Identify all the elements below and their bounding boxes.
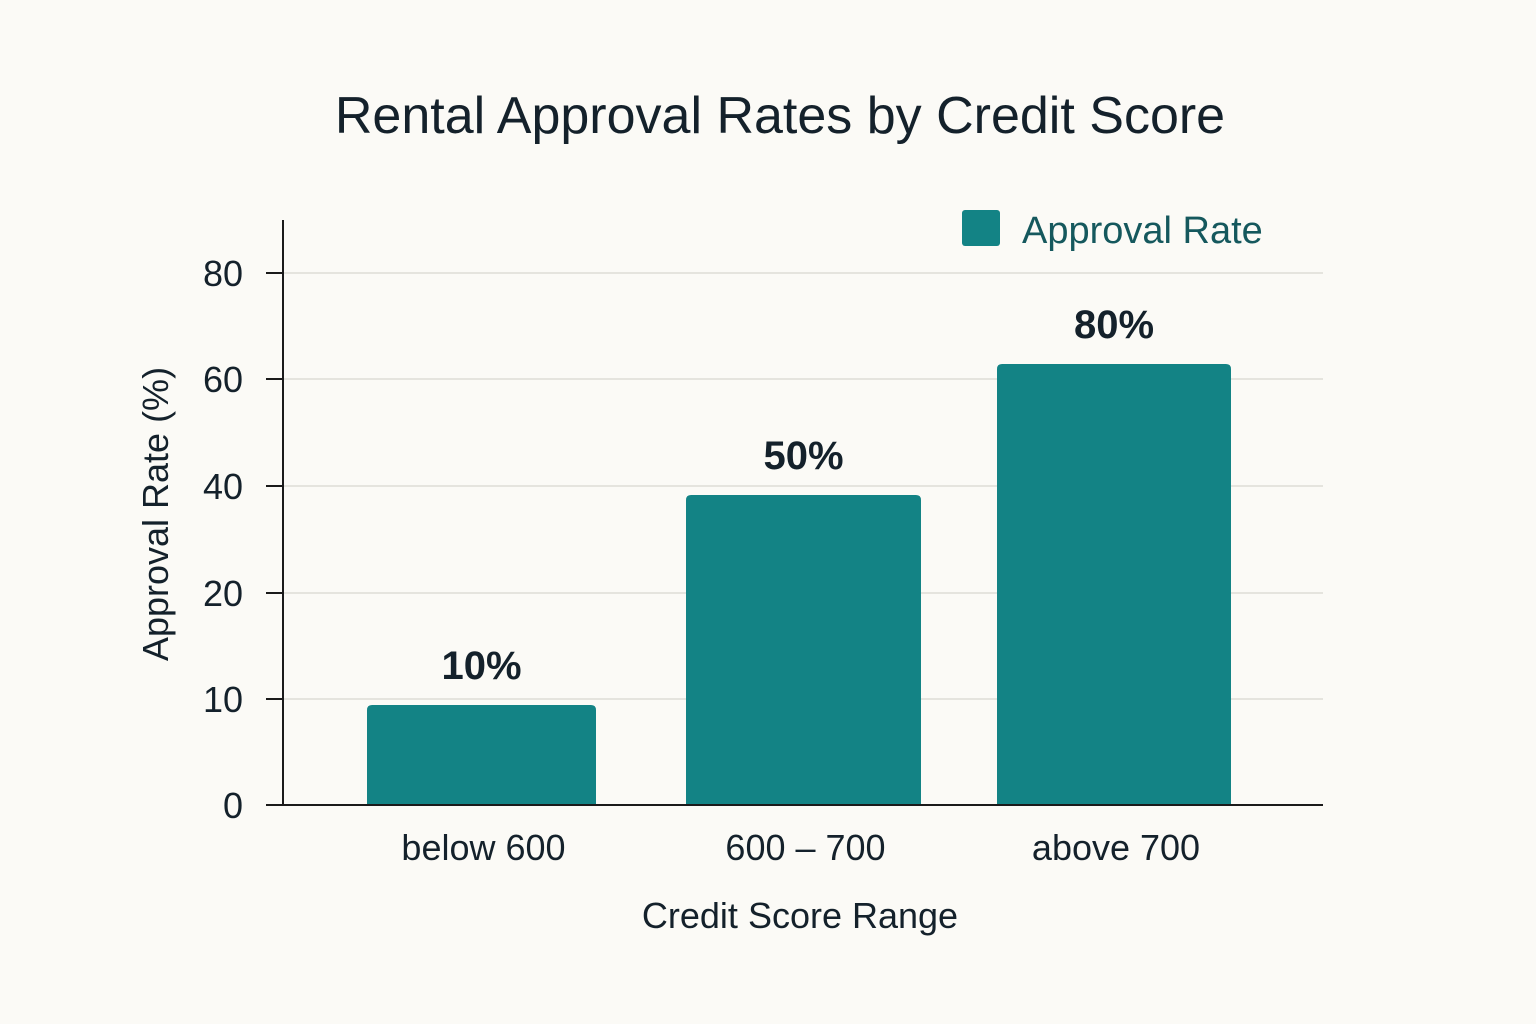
bar-above-700	[997, 364, 1231, 805]
y-axis-ticks: 0 10 20 40 60 80	[203, 253, 283, 826]
x-tick-label: 600 – 700	[725, 827, 885, 868]
bar-data-label: 80%	[1074, 303, 1154, 347]
bar-below-600	[367, 705, 596, 805]
x-tick-label: above 700	[1032, 827, 1200, 868]
bars	[367, 364, 1231, 805]
bar-data-label: 50%	[763, 434, 843, 478]
y-tick-label: 20	[203, 573, 243, 614]
y-tick-label: 10	[203, 679, 243, 720]
legend: Approval Rate	[962, 210, 1263, 252]
bar-data-label: 10%	[441, 644, 521, 688]
chart-title: Rental Approval Rates by Credit Score	[335, 87, 1225, 145]
y-tick-label: 80	[203, 253, 243, 294]
bar-600--700	[686, 495, 921, 805]
legend-label: Approval Rate	[1022, 210, 1263, 252]
y-tick-label: 60	[203, 359, 243, 400]
x-tick-label: below 600	[401, 827, 565, 868]
y-axis-label: Approval Rate (%)	[135, 367, 176, 661]
x-axis-label: Credit Score Range	[642, 895, 958, 936]
y-tick-label: 40	[203, 466, 243, 507]
x-axis-ticks: below 600 600 – 700 above 700	[401, 827, 1200, 868]
bar-data-labels: 10% 50% 80%	[441, 303, 1154, 688]
legend-swatch	[962, 210, 1000, 246]
y-tick-label: 0	[223, 785, 243, 826]
